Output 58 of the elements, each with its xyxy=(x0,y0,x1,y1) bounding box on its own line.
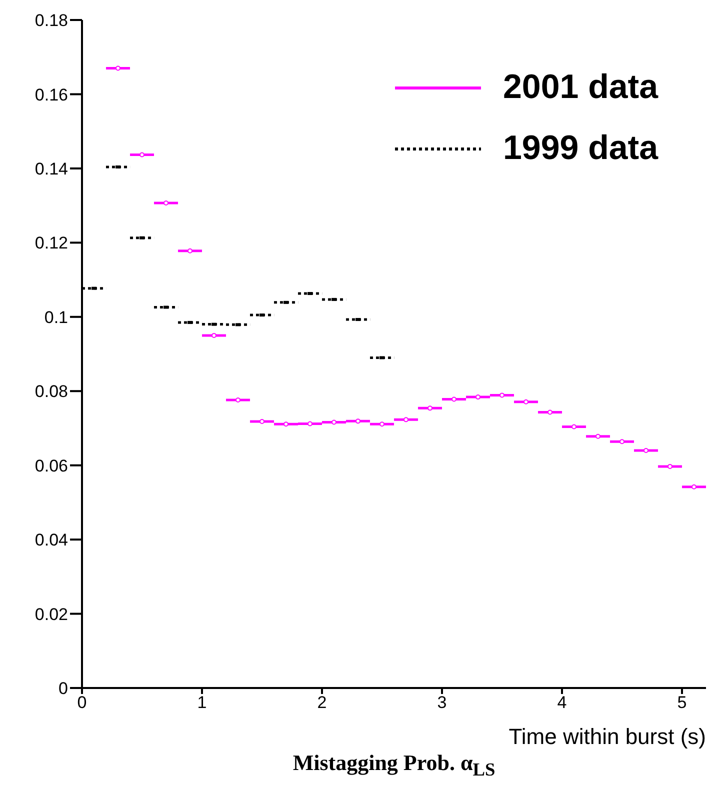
point xyxy=(284,300,288,304)
y-tick-label: 0.02 xyxy=(34,604,68,624)
point xyxy=(428,406,432,411)
point xyxy=(140,236,144,240)
point xyxy=(476,394,480,400)
point xyxy=(500,392,504,398)
y-tick-label: 0.08 xyxy=(34,382,68,402)
point xyxy=(452,396,456,402)
x-tick-label: 0 xyxy=(77,693,87,712)
point xyxy=(236,323,240,326)
point xyxy=(572,424,576,430)
point xyxy=(692,484,696,490)
y-tick-label: 0 xyxy=(58,679,68,698)
x-tick-label: 3 xyxy=(437,693,447,712)
point xyxy=(332,298,336,301)
x-tick-label: 5 xyxy=(677,693,687,712)
point xyxy=(596,434,600,439)
point xyxy=(404,417,408,422)
point xyxy=(164,306,168,309)
point xyxy=(212,332,216,338)
y-tick-label: 0.04 xyxy=(34,530,68,550)
point xyxy=(356,318,360,321)
point xyxy=(92,286,96,290)
point xyxy=(260,314,264,317)
point xyxy=(188,320,192,324)
y-tick-label: 0.06 xyxy=(34,456,68,476)
point xyxy=(668,464,672,469)
legend-label: 2001 data xyxy=(503,68,658,107)
point xyxy=(356,418,360,424)
text: Mistagging Prob. α$_{LS}$ xyxy=(292,750,496,780)
point xyxy=(164,200,168,206)
point xyxy=(644,448,648,453)
point xyxy=(212,322,216,326)
y-tick-label: 0.1 xyxy=(44,308,68,327)
y-tick-label: 0.16 xyxy=(34,85,68,104)
x-tick-label: 1 xyxy=(197,693,207,712)
legend-label: 1999 data xyxy=(503,129,658,168)
point xyxy=(524,399,528,404)
y-tick-label: 0.18 xyxy=(34,11,68,30)
point xyxy=(548,410,552,415)
x-tick-label: 4 xyxy=(557,693,567,712)
point xyxy=(308,292,312,296)
y-tick-label: 0.14 xyxy=(34,159,68,178)
point xyxy=(140,152,144,158)
point xyxy=(116,165,120,168)
x-tick-label: 2 xyxy=(317,693,327,712)
point xyxy=(380,356,384,360)
point xyxy=(116,66,120,71)
point xyxy=(380,422,384,427)
point xyxy=(620,439,624,444)
point xyxy=(188,248,192,254)
point xyxy=(236,398,240,403)
point xyxy=(332,420,336,425)
y-tick-label: 0.12 xyxy=(34,234,68,253)
point xyxy=(308,421,312,426)
point xyxy=(284,422,288,427)
x-axis-title: Time within burst (s) xyxy=(508,724,706,750)
point xyxy=(260,419,264,424)
